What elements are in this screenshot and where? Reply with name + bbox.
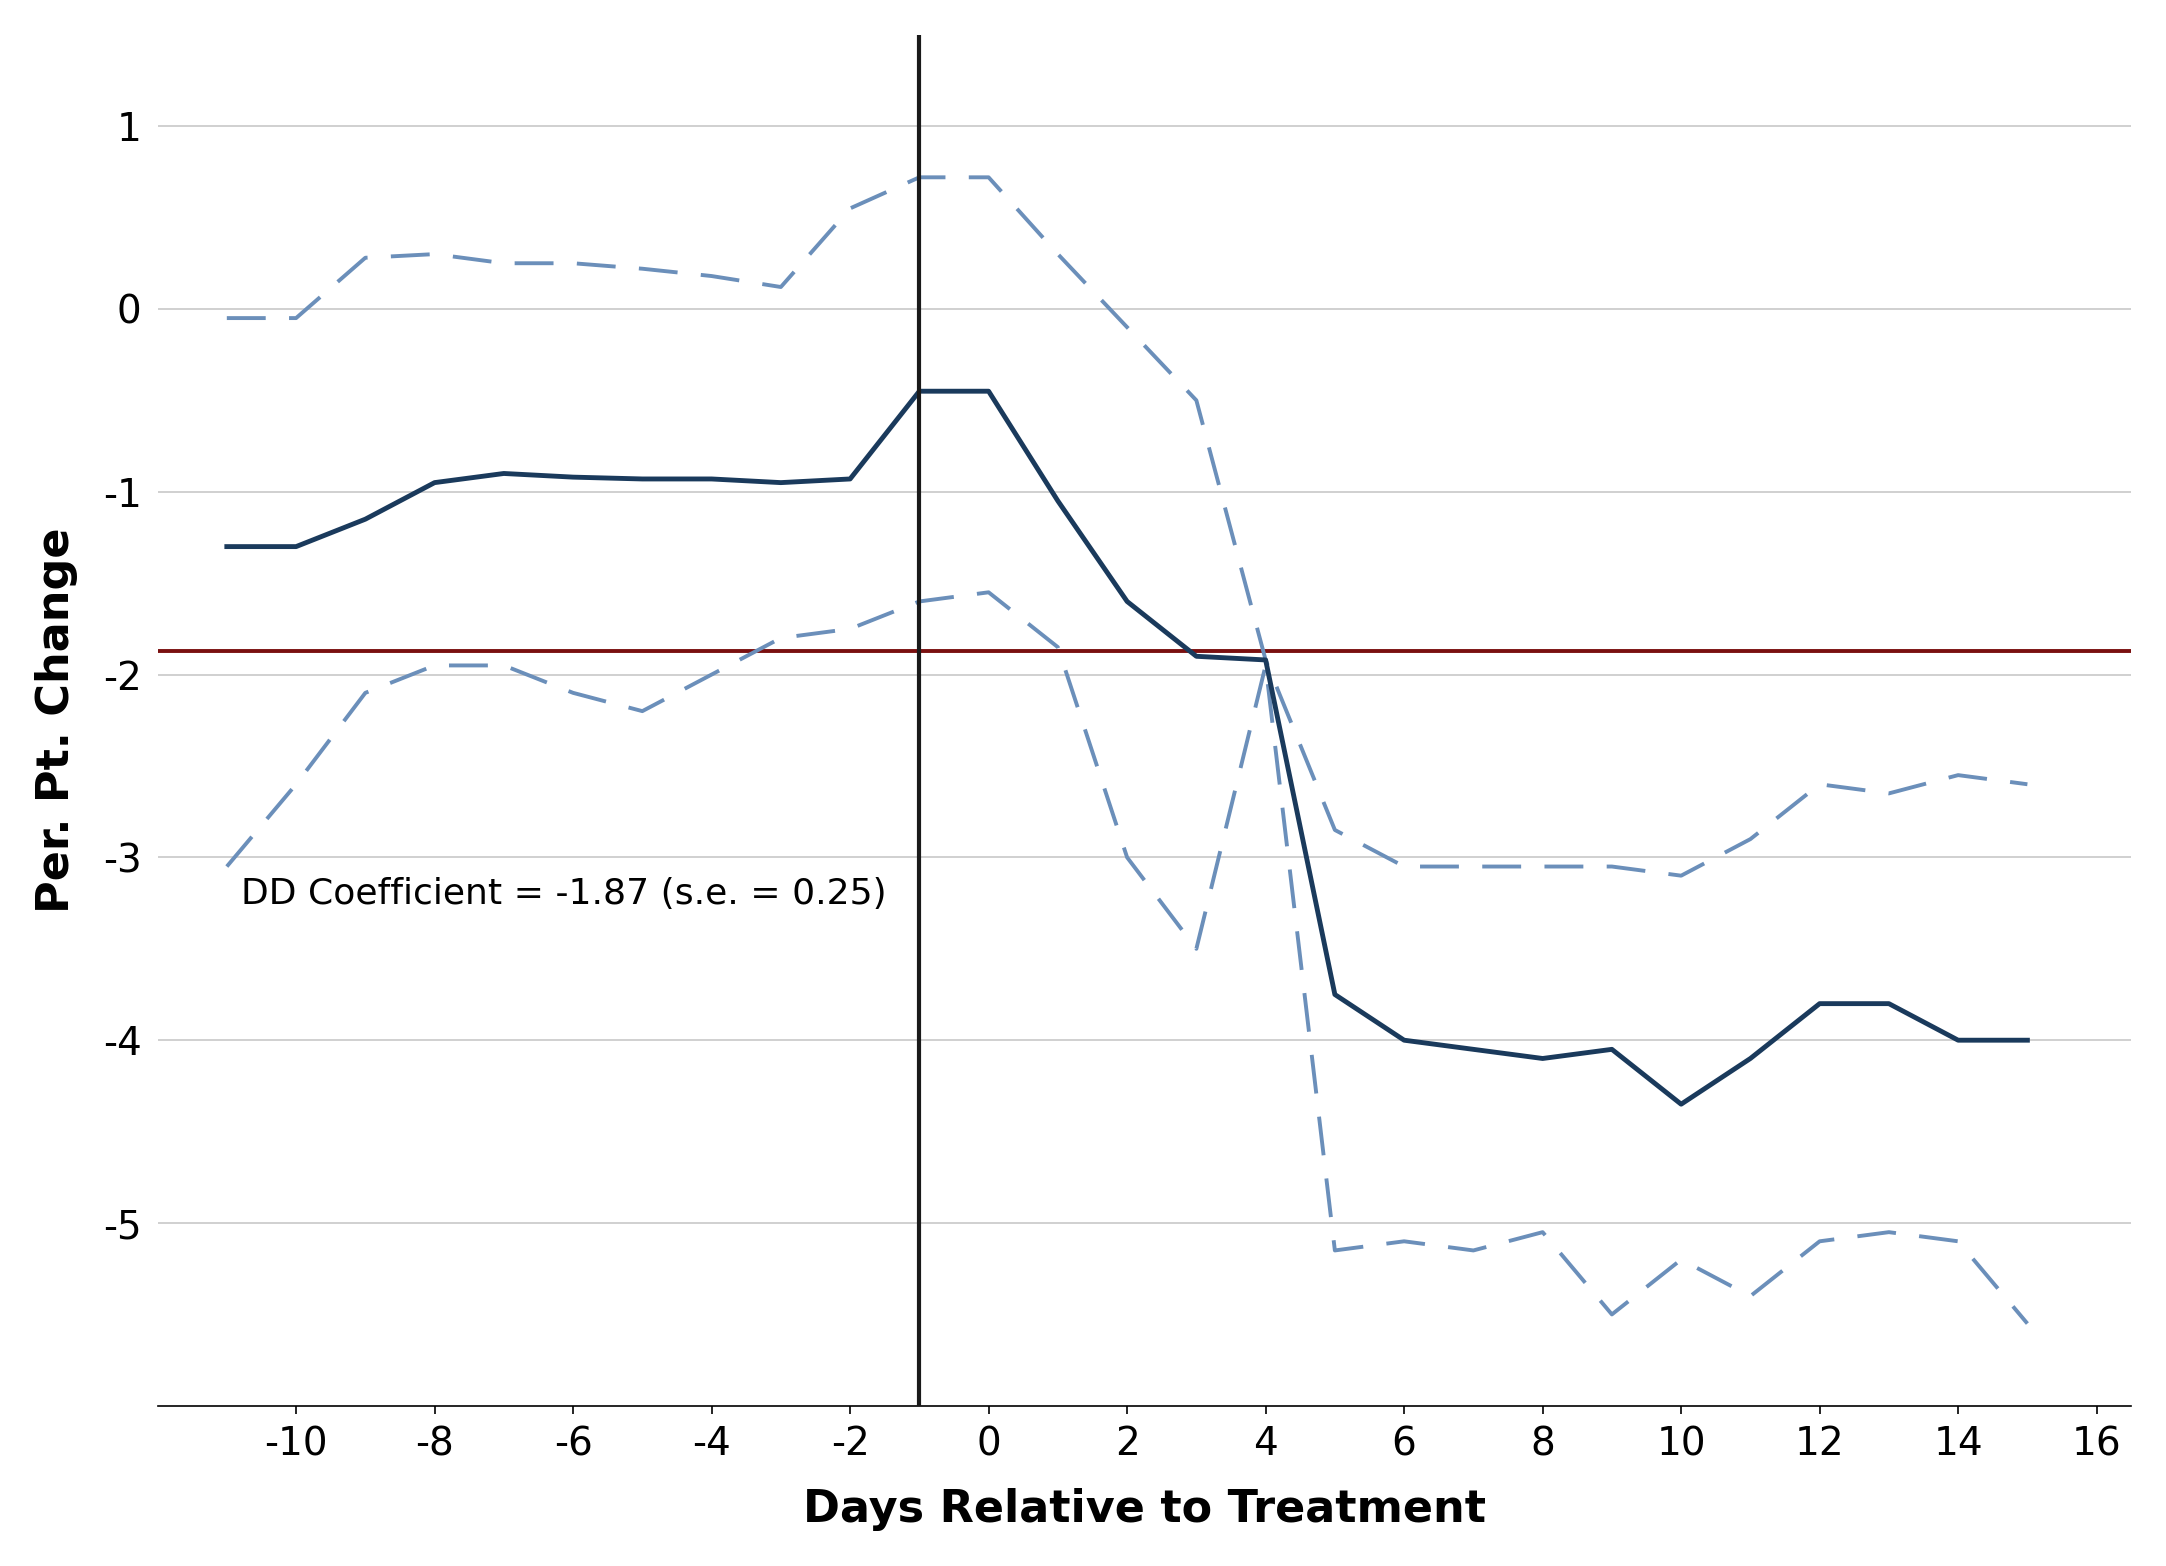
X-axis label: Days Relative to Treatment: Days Relative to Treatment xyxy=(804,1488,1486,1532)
Y-axis label: Per. Pt. Change: Per. Pt. Change xyxy=(35,528,78,913)
Text: DD Coefficient = -1.87 (s.e. = 0.25): DD Coefficient = -1.87 (s.e. = 0.25) xyxy=(240,877,886,911)
